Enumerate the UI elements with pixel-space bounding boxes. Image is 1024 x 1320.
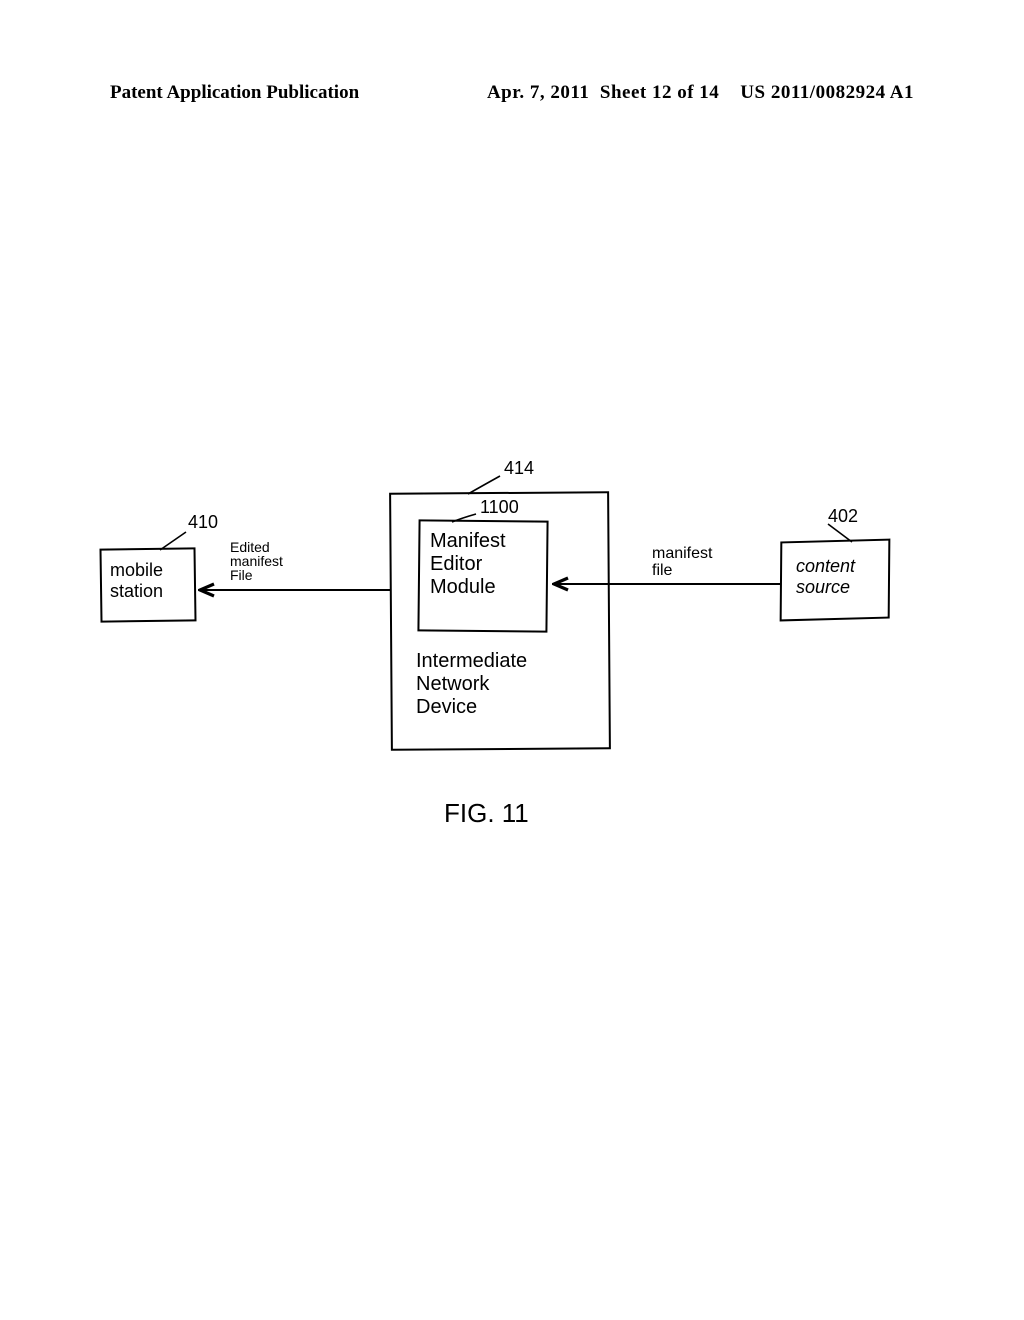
edge-label-manifest-file: manifest file [652, 546, 712, 580]
ref-1100: 1100 [480, 497, 519, 518]
intermediate-device-label: Intermediate Network Device [416, 650, 527, 719]
figure-label: FIG. 11 [444, 798, 529, 829]
content-source-label: content source [796, 556, 855, 597]
ref-410: 410 [188, 512, 218, 533]
manifest-editor-label: Manifest Editor Module [430, 530, 506, 599]
edge-label-edited-manifest: Edited manifest File [230, 540, 283, 582]
ref-402: 402 [828, 506, 858, 527]
mobile-station-label: mobile station [110, 560, 163, 601]
ref-414: 414 [504, 458, 534, 479]
diagram-canvas: Intermediate Network Device Manifest Edi… [0, 0, 1024, 1320]
